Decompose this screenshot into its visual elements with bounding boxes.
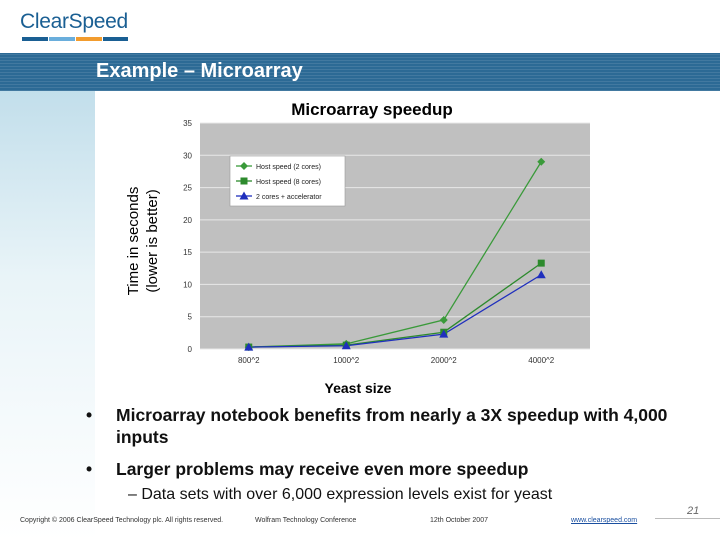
x-axis-label: Yeast size xyxy=(325,380,392,396)
logo-bar-1 xyxy=(22,37,48,41)
series-line-3 xyxy=(248,274,542,348)
header-band xyxy=(0,53,720,91)
y-tick-label: 15 xyxy=(183,248,192,257)
bullet-text-1: Microarray notebook benefits from nearly… xyxy=(116,405,668,447)
y-tick-label: 0 xyxy=(188,345,193,354)
logo-bar-2 xyxy=(49,37,75,41)
data-point-s1 xyxy=(439,315,448,324)
y-tick-label: 5 xyxy=(188,313,193,322)
data-point-s3 xyxy=(244,342,254,351)
data-point-s3 xyxy=(341,341,351,350)
slide-title: Example – Microarray xyxy=(96,60,303,82)
clearspeed-logo: ClearSpeed xyxy=(20,10,128,33)
data-point-s1 xyxy=(537,157,546,166)
y-axis-label-line1: Time in seconds xyxy=(125,187,142,296)
footer-copyright: Copyright © 2006 ClearSpeed Technology p… xyxy=(20,517,224,524)
footer-url-link[interactable]: www.clearspeed.com xyxy=(571,517,638,524)
legend-label: Host speed (8 cores) xyxy=(256,179,321,186)
y-tick-label: 30 xyxy=(183,151,192,160)
x-tick-label: 4000^2 xyxy=(528,356,555,365)
left-gradient-panel xyxy=(0,62,95,540)
legend-swatch-marker xyxy=(240,162,248,170)
chart-container: Microarray speedup 0 5 10 15 20 25 30 35 800^2 1… xyxy=(120,96,600,400)
sub-bullet: – Data sets with over 6,000 expression l… xyxy=(128,486,553,503)
footer-date: 12th October 2007 xyxy=(430,517,488,524)
bullet-marker: • xyxy=(86,459,93,479)
x-tick-label: 1000^2 xyxy=(333,356,360,365)
microarray-chart: Microarray speedup 0 5 10 15 20 25 30 35 800^2 1… xyxy=(125,100,590,396)
legend-swatch-marker xyxy=(239,191,249,200)
x-tick-label: 2000^2 xyxy=(431,356,458,365)
y-axis-label-line2: (lower is better) xyxy=(144,189,161,292)
chart-legend: Host speed (2 cores) Host speed (8 cores)… xyxy=(229,155,346,207)
x-tick-label: 800^2 xyxy=(238,356,260,365)
footer-conference: Wolfram Technology Conference xyxy=(255,517,357,524)
bullet-marker: • xyxy=(86,405,93,425)
legend-label: Host speed (2 cores) xyxy=(256,164,321,171)
y-tick-label: 20 xyxy=(183,216,192,225)
logo-color-bars xyxy=(22,37,128,41)
data-point-s2 xyxy=(537,259,545,267)
logo-bar-4 xyxy=(103,37,128,41)
legend-label: 2 cores + accelerator xyxy=(256,194,322,201)
data-point-s3 xyxy=(439,329,449,338)
bullet-text-2: Larger problems may receive even more sp… xyxy=(116,459,529,479)
legend-swatch-marker xyxy=(240,177,248,185)
data-point-s3 xyxy=(536,270,546,279)
chart-title: Microarray speedup xyxy=(291,100,453,119)
page-number: 21 xyxy=(687,505,700,517)
y-tick-label: 10 xyxy=(183,280,192,289)
footer-divider xyxy=(655,518,720,519)
logo-bar-3 xyxy=(76,37,102,41)
y-tick-label: 25 xyxy=(183,184,192,193)
y-tick-label: 35 xyxy=(183,119,192,128)
